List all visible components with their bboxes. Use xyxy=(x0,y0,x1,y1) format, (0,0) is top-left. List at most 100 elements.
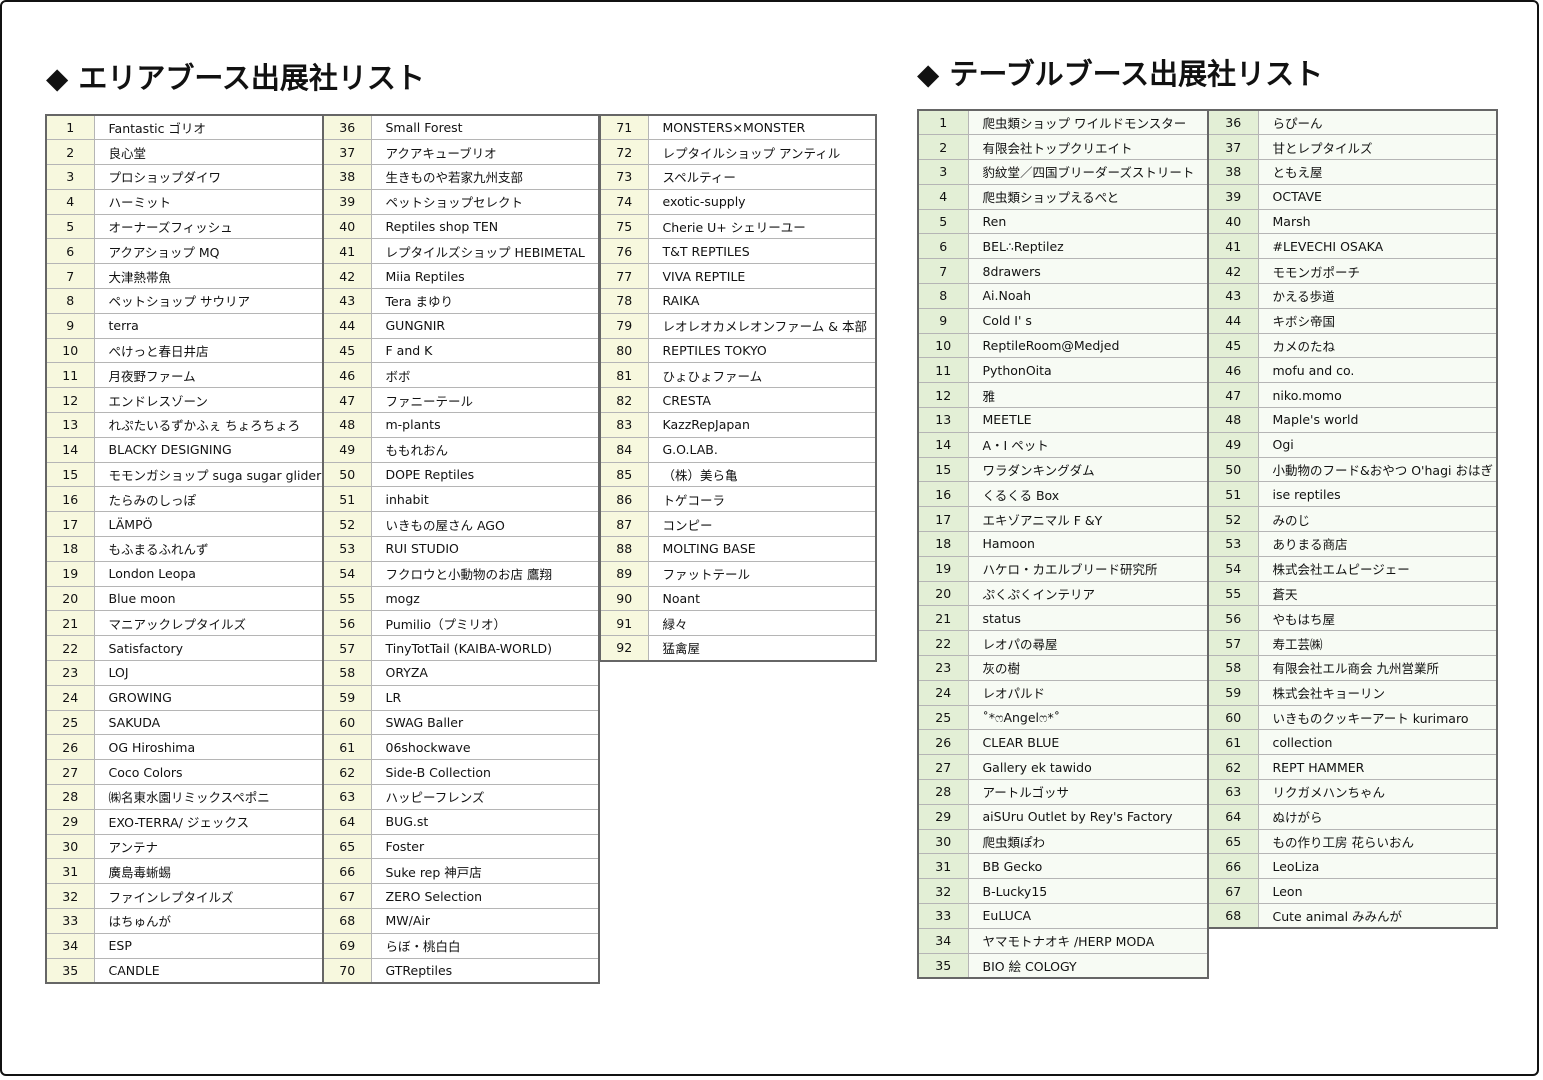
exhibitor-row: 12 エンドレスゾーン xyxy=(45,387,324,414)
exhibitor-name: PythonOita xyxy=(967,357,1209,384)
exhibitor-name: エキゾアニマル F &Y xyxy=(967,506,1209,533)
booth-number: 43 xyxy=(1207,283,1259,309)
exhibitor-name: GROWING xyxy=(93,684,324,711)
exhibitor-row: 27 Coco Colors xyxy=(45,759,324,786)
exhibitor-row: 1 Fantastic ゴリオ xyxy=(45,114,324,141)
exhibitor-name: Miia Reptiles xyxy=(370,263,600,290)
exhibitor-row: 67 ZERO Selection xyxy=(322,883,600,909)
exhibitor-name: DOPE Reptiles xyxy=(370,461,600,488)
booth-number: 17 xyxy=(917,506,969,533)
exhibitor-name: キボシ帝国 xyxy=(1257,307,1498,334)
booth-number: 69 xyxy=(322,932,372,959)
exhibitor-name: 有限会社トップクリエイト xyxy=(967,134,1209,161)
exhibitor-name: GUNGNIR xyxy=(370,312,600,339)
exhibitor-row: 84 G.O.LAB. xyxy=(599,436,877,463)
exhibitor-name: KazzRepJapan xyxy=(647,412,877,438)
area-list-column-1: 1 Fantastic ゴリオ 2 良心堂 3 プロショップダイワ 4 ハーミット 5 オーナーズ… xyxy=(45,114,324,984)
exhibitor-row: 33 はちゅんが xyxy=(45,908,324,934)
exhibitor-name: もふまるふれんず xyxy=(93,536,324,562)
exhibitor-row: 16 くるくる Box xyxy=(917,481,1209,508)
booth-number: 34 xyxy=(917,927,969,954)
exhibitor-row: 57 寿工芸㈱ xyxy=(1207,630,1498,657)
table-list-title: ◆ テーブルブース出展社リスト xyxy=(917,56,1323,92)
exhibitor-row: 77 VIVA REPTILE xyxy=(599,263,877,290)
exhibitor-name: 灰の樹 xyxy=(967,655,1209,681)
booth-number: 6 xyxy=(45,238,95,265)
area-list-column-3: 71 MONSTERS×MONSTER 72 レプタイルショップ アンティル 73 スペル… xyxy=(599,114,877,662)
exhibitor-name: 06shockwave xyxy=(370,734,600,761)
booth-number: 2 xyxy=(45,139,95,166)
exhibitor-name: Maple's world xyxy=(1257,407,1498,433)
exhibitor-name: Noant xyxy=(647,585,877,612)
booth-number: 5 xyxy=(45,213,95,240)
booth-number: 52 xyxy=(322,511,372,538)
booth-number: 37 xyxy=(322,139,372,166)
booth-number: 32 xyxy=(45,883,95,909)
exhibitor-row: 28 アートルゴッサ xyxy=(917,779,1209,805)
exhibitor-row: 12 雅 xyxy=(917,382,1209,409)
exhibitor-row: 59 株式会社キョーリン xyxy=(1207,679,1498,706)
booth-number: 40 xyxy=(1207,208,1259,235)
exhibitor-row: 28 ㈱名東水園リミックスペポニ xyxy=(45,784,324,810)
booth-number: 10 xyxy=(45,337,95,364)
exhibitor-row: 8 Ai.Noah xyxy=(917,283,1209,309)
booth-number: 24 xyxy=(917,679,969,706)
area-list-title-text: エリアブース出展社リスト xyxy=(78,61,425,95)
exhibitor-name: CLEAR BLUE xyxy=(967,729,1209,756)
exhibitor-name: EXO-TERRA/ ジェックス xyxy=(93,808,324,835)
exhibitor-name: フクロウと小動物のお店 鷹翔 xyxy=(370,560,600,587)
exhibitor-name: Tera まゆり xyxy=(370,288,600,314)
exhibitor-row: 63 ハッピーフレンズ xyxy=(322,784,600,810)
exhibitor-name: 有限会社エル商会 九州営業所 xyxy=(1257,655,1498,681)
exhibitor-row: 83 KazzRepJapan xyxy=(599,412,877,438)
exhibitor-row: 15 ワラダンキングダム xyxy=(917,456,1209,483)
booth-number: 63 xyxy=(322,784,372,810)
booth-number: 88 xyxy=(599,536,649,562)
exhibitor-row: 58 ORYZA xyxy=(322,660,600,686)
booth-number: 66 xyxy=(322,858,372,885)
exhibitor-name: レオレオカメレオンファーム & 本部 xyxy=(647,312,877,339)
exhibitor-name: 株式会社エムピージェー xyxy=(1257,555,1498,582)
booth-number: 22 xyxy=(45,635,95,662)
exhibitor-row: 14 BLACKY DESIGNING xyxy=(45,436,324,463)
exhibitor-row: 7 大津熱帯魚 xyxy=(45,263,324,290)
booth-number: 87 xyxy=(599,511,649,538)
booth-number: 24 xyxy=(45,684,95,711)
exhibitor-row: 19 London Leopa xyxy=(45,560,324,587)
exhibitor-row: 78 RAIKA xyxy=(599,288,877,314)
exhibitor-name: かえる歩道 xyxy=(1257,283,1498,309)
booth-number: 84 xyxy=(599,436,649,463)
booth-number: 7 xyxy=(45,263,95,290)
booth-number: 30 xyxy=(45,833,95,860)
exhibitor-name: ハケロ・カエルブリード研究所 xyxy=(967,555,1209,582)
booth-number: 56 xyxy=(1207,605,1259,632)
booth-number: 42 xyxy=(322,263,372,290)
exhibitor-name: Ai.Noah xyxy=(967,283,1209,309)
exhibitor-row: 24 レオパルド xyxy=(917,679,1209,706)
booth-number: 5 xyxy=(917,208,969,235)
exhibitor-name: 爬虫類ショップ ワイルドモンスター xyxy=(967,109,1209,136)
exhibitor-row: 33 EuLUCA xyxy=(917,903,1209,929)
exhibitor-row: 41 レプタイルズショップ HEBIMETAL xyxy=(322,238,600,265)
exhibitor-row: 50 DOPE Reptiles xyxy=(322,461,600,488)
exhibitor-row: 2 良心堂 xyxy=(45,139,324,166)
booth-number: 26 xyxy=(45,734,95,761)
exhibitor-row: 32 ファインレプタイルズ xyxy=(45,883,324,909)
exhibitor-name: BIO 絵 COLOGY xyxy=(967,952,1209,979)
exhibitor-row: 54 株式会社エムピージェー xyxy=(1207,555,1498,582)
exhibitor-name: ワラダンキングダム xyxy=(967,456,1209,483)
exhibitor-row: 4 ハーミット xyxy=(45,188,324,215)
booth-number: 72 xyxy=(599,139,649,166)
booth-number: 27 xyxy=(45,759,95,786)
exhibitor-name: みのじ xyxy=(1257,506,1498,533)
exhibitor-row: 14 A・I ペット xyxy=(917,431,1209,458)
exhibitor-name: ありまる商店 xyxy=(1257,531,1498,557)
exhibitor-row: 72 レプタイルショップ アンティル xyxy=(599,139,877,166)
booth-number: 65 xyxy=(322,833,372,860)
exhibitor-name: ファニーテール xyxy=(370,387,600,414)
exhibitor-row: 17 エキゾアニマル F &Y xyxy=(917,506,1209,533)
booth-number: 18 xyxy=(917,531,969,557)
exhibitor-name: MW/Air xyxy=(370,908,600,934)
exhibitor-name: 雅 xyxy=(967,382,1209,409)
booth-number: 80 xyxy=(599,337,649,364)
